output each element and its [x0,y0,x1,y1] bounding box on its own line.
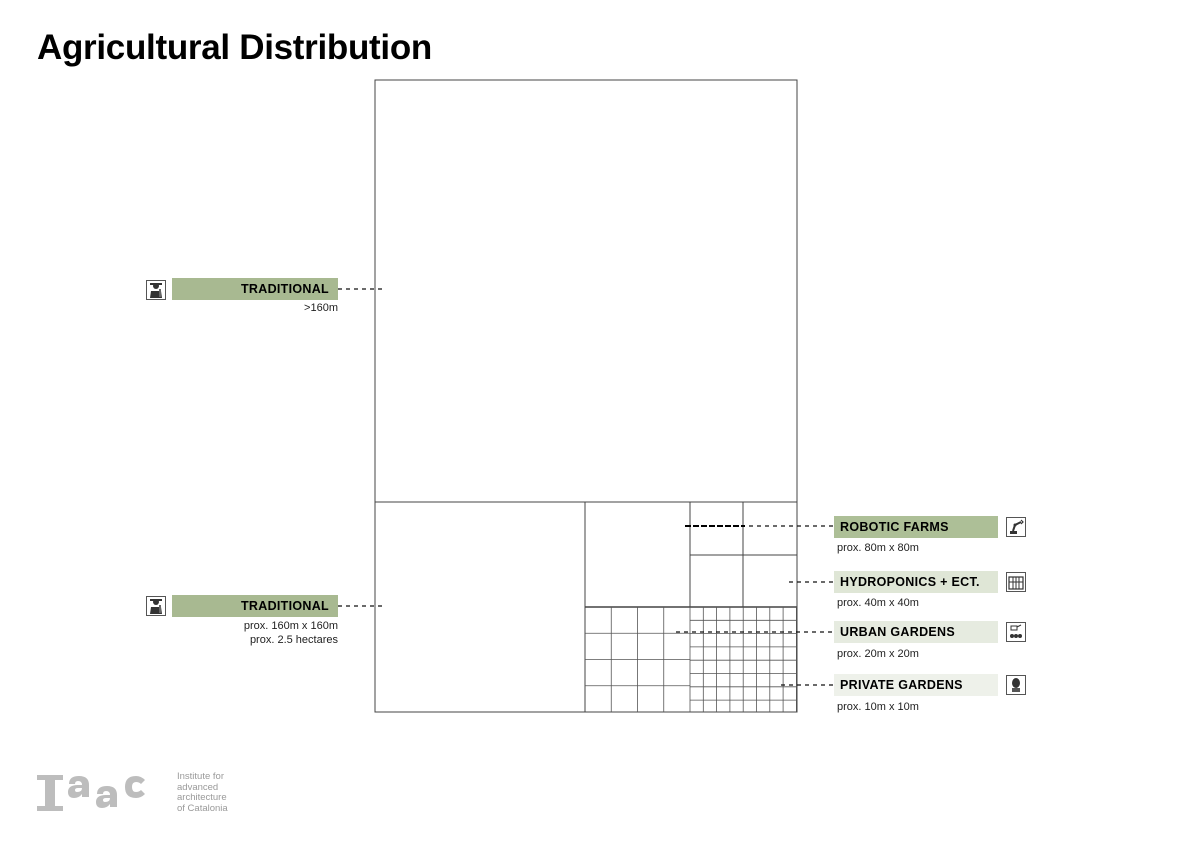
iaac-logo [37,775,145,811]
traditional-small-size: prox. 160m x 160m prox. 2.5 hectares [172,619,338,647]
outer-parcel [374,79,798,713]
page-title: Agricultural Distribution [37,28,433,67]
leader-lines [338,288,834,686]
farmer-icon [146,596,166,616]
hydroponics-size: prox. 40m x 40m [837,597,919,609]
traditional-small-label: TRADITIONAL [172,595,338,617]
parcel-grid [374,79,798,713]
traditional-small-size-line2: prox. 2.5 hectares [249,634,338,646]
traditional-small-name: TRADITIONAL [240,599,329,613]
robot-arm-icon [1006,517,1026,537]
farmer-icon [146,280,166,300]
plant-icon [1006,675,1026,695]
private-gardens-name: PRIVATE GARDENS [840,678,963,692]
traditional-large-label: TRADITIONAL [172,278,338,300]
hydroponics-label: HYDROPONICS + ECT. [834,571,998,593]
private-gardens-size: prox. 10m x 10m [837,701,919,713]
robotic-farms-size: prox. 80m x 80m [837,542,919,554]
urban-gardens-name: URBAN GARDENS [840,625,956,639]
watering-can-icon [1006,622,1026,642]
robotic-farms-name: ROBOTIC FARMS [840,520,949,534]
institute-line: of Catalonia [177,802,228,814]
robotic-farms-label: ROBOTIC FARMS [834,516,998,538]
hydroponics-name: HYDROPONICS + ECT. [840,575,980,589]
traditional-large-size: >160m [304,302,338,314]
greenhouse-icon [1006,572,1026,592]
institute-line: advanced [177,781,219,793]
institute-line: architecture [177,792,227,803]
institute-name: Institute for advanced architecture of C… [177,771,228,814]
urban-gardens-label: URBAN GARDENS [834,621,998,643]
traditional-small-size-line1: prox. 160m x 160m [243,620,338,632]
garden-grid [585,607,797,712]
traditional-large-name: TRADITIONAL [240,282,329,296]
private-gardens-label: PRIVATE GARDENS [834,674,998,696]
urban-gardens-size: prox. 20m x 20m [837,648,919,660]
institute-line: Institute for [177,771,224,782]
